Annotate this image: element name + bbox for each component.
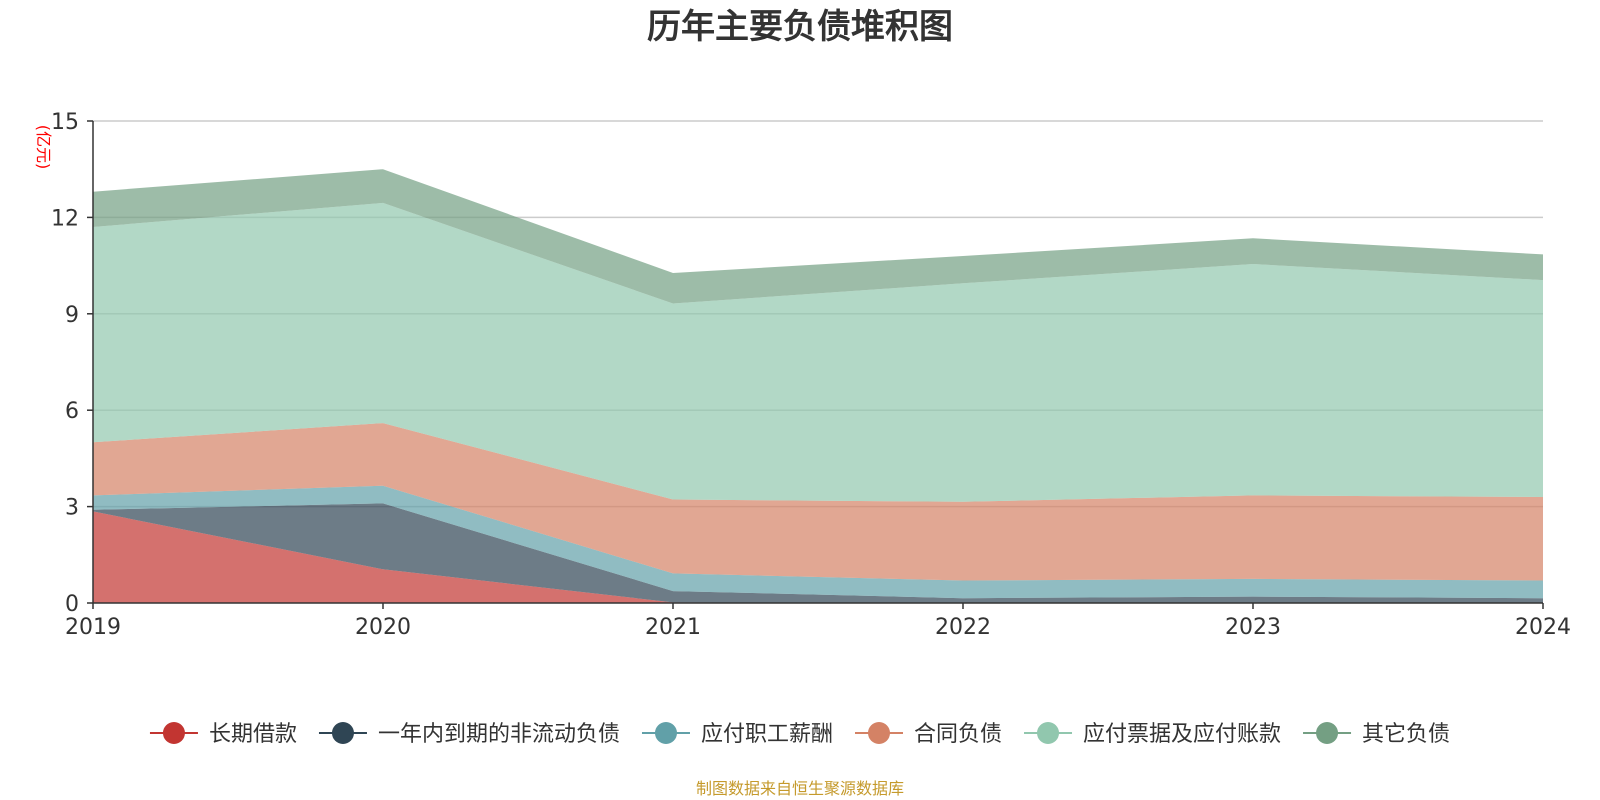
area-series: [93, 169, 1543, 603]
legend-marker: [868, 722, 890, 744]
area-series-1: [93, 511, 1543, 603]
legend-item: 其它负债: [1303, 722, 1450, 747]
legend-marker: [1037, 722, 1060, 744]
legend: 长期借款 一年内到期的非流动负债 应付职工薪酬 合同负债 应付票据及应付账款 其它负债: [149, 722, 1450, 747]
legend-label: 应付票据及应付账款: [1083, 722, 1281, 747]
y-tick-label: 12: [51, 206, 79, 231]
x-tick-label: 2023: [1225, 615, 1281, 640]
legend-items: 长期借款 一年内到期的非流动负债 应付职工薪酬 合同负债 应付票据及应付账款 其它负债: [149, 722, 1450, 747]
y-tick-label: 3: [65, 496, 79, 521]
legend-marker: [1316, 722, 1339, 744]
source-note: 制图数据来自恒生聚源数据库: [696, 779, 904, 798]
legend-marker: [162, 722, 185, 744]
y-axis-unit-label: (亿元): [34, 125, 53, 170]
legend-label: 合同负债: [914, 722, 1002, 747]
y-tick-label: 0: [65, 592, 79, 617]
legend-label: 一年内到期的非流动负债: [378, 722, 620, 747]
area-series-2: [93, 503, 1543, 603]
chart-title: 历年主要负债堆积图: [647, 7, 953, 47]
y-tick-label: 9: [65, 303, 79, 328]
x-tick-label: 2024: [1515, 615, 1571, 640]
legend-marker: [654, 722, 677, 744]
area-series-6: [93, 169, 1543, 304]
x-tick-label: 2020: [355, 615, 411, 640]
legend-label: 应付职工薪酬: [701, 722, 833, 747]
y-tick-label: 15: [51, 110, 79, 135]
legend-item: 一年内到期的非流动负债: [318, 722, 620, 747]
area-series-4: [93, 423, 1543, 581]
legend-marker: [331, 722, 354, 744]
legend-item: 应付职工薪酬: [641, 722, 833, 747]
x-tick-label: 2019: [65, 615, 121, 640]
axes: 0 3 6 9 12 15 2019 2020 2021 2022 2023 2024: [51, 110, 1571, 640]
legend-item: 合同负债: [855, 722, 1002, 747]
legend-label: 长期借款: [209, 722, 297, 747]
area-series-3: [93, 485, 1543, 599]
area-series-5: [93, 202, 1543, 502]
x-tick-label: 2021: [645, 615, 701, 640]
legend-item: 长期借款: [149, 722, 297, 747]
legend-label: 其它负债: [1362, 722, 1450, 747]
legend-item: 应付票据及应付账款: [1024, 722, 1281, 747]
x-tick-label: 2022: [935, 615, 991, 640]
y-tick-label: 6: [65, 399, 79, 424]
